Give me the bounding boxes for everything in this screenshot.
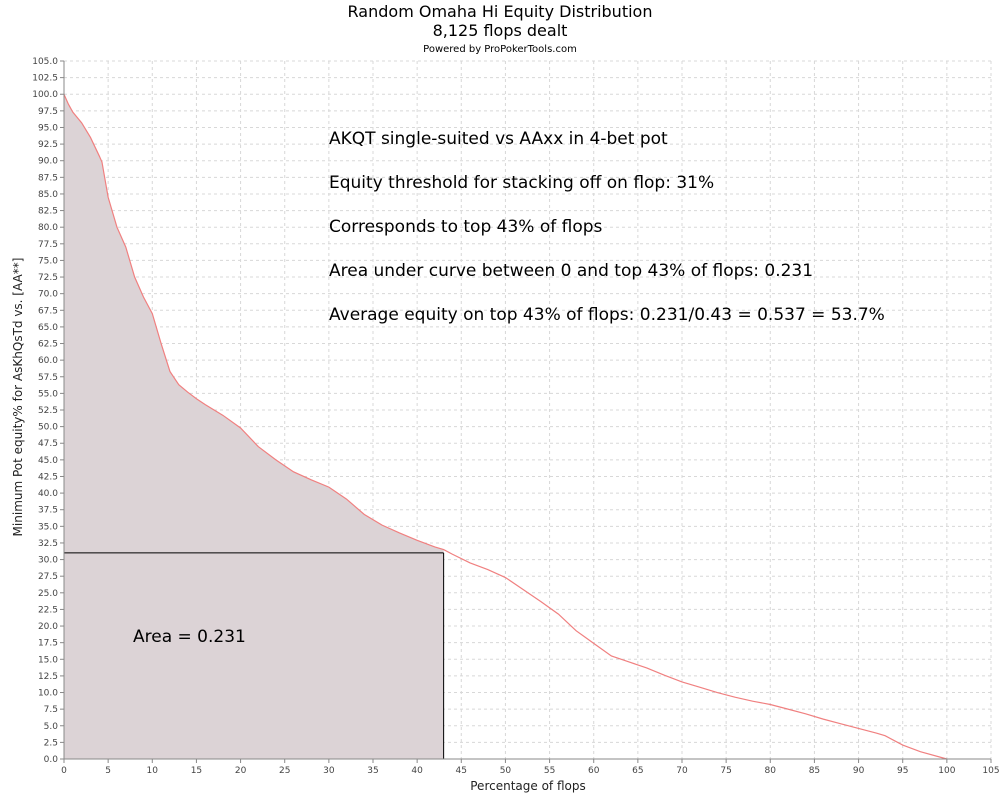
x-tick-label: 90 bbox=[853, 766, 865, 776]
y-tick-label: 30.0 bbox=[38, 556, 58, 566]
y-tick-label: 92.5 bbox=[38, 140, 58, 150]
y-tick-label: 95.0 bbox=[38, 123, 58, 133]
y-tick-label: 27.5 bbox=[38, 572, 58, 582]
y-tick-label: 72.5 bbox=[38, 273, 58, 283]
y-tick-layer: 0.0 2.5 5.0 7.5 10.0 12.5 15.0 17.5 20.0 22.5 25.0… bbox=[32, 57, 64, 765]
y-tick-label: 7.5 bbox=[44, 705, 58, 715]
chart-credit: Powered by ProPokerTools.com bbox=[423, 44, 577, 55]
x-tick-label: 60 bbox=[588, 766, 600, 776]
y-tick-label: 97.5 bbox=[38, 107, 58, 117]
x-tick-label: 50 bbox=[500, 766, 512, 776]
annotation-area: Area under curve between 0 and top 43% o… bbox=[329, 261, 813, 281]
y-tick-label: 105.0 bbox=[32, 57, 58, 67]
y-tick-label: 102.5 bbox=[32, 74, 58, 84]
x-tick-label: 55 bbox=[544, 766, 555, 776]
equity-curve-line bbox=[63, 93, 948, 760]
annotation-threshold: Equity threshold for stacking off on flo… bbox=[329, 173, 714, 193]
y-tick-label: 65.0 bbox=[38, 323, 58, 333]
x-tick-label: 45 bbox=[456, 766, 467, 776]
x-axis-label: Percentage of flops bbox=[470, 779, 585, 793]
x-tick-label: 30 bbox=[323, 766, 335, 776]
x-tick-label: 35 bbox=[367, 766, 378, 776]
area-layer bbox=[64, 94, 444, 760]
x-tick-label: 70 bbox=[676, 766, 688, 776]
x-tick-label: 5 bbox=[105, 766, 111, 776]
y-tick-label: 0.0 bbox=[44, 755, 59, 765]
y-tick-label: 55.0 bbox=[38, 389, 58, 399]
y-tick-label: 75.0 bbox=[38, 256, 58, 266]
y-tick-label: 60.0 bbox=[38, 356, 58, 366]
y-tick-label: 2.5 bbox=[44, 738, 58, 748]
y-tick-label: 45.0 bbox=[38, 456, 58, 466]
y-tick-label: 12.5 bbox=[38, 672, 58, 682]
x-tick-label: 15 bbox=[191, 766, 202, 776]
annotation-top-flops: Corresponds to top 43% of flops bbox=[329, 217, 603, 237]
area-label: Area = 0.231 bbox=[133, 627, 246, 647]
y-tick-label: 67.5 bbox=[38, 306, 58, 316]
y-tick-label: 35.0 bbox=[38, 522, 58, 532]
x-tick-label: 10 bbox=[147, 766, 159, 776]
y-tick-label: 40.0 bbox=[38, 489, 58, 499]
y-tick-label: 32.5 bbox=[38, 539, 58, 549]
y-tick-label: 82.5 bbox=[38, 207, 58, 217]
y-tick-label: 70.0 bbox=[38, 290, 58, 300]
y-tick-label: 15.0 bbox=[38, 655, 58, 665]
line-layer bbox=[63, 93, 948, 760]
x-tick-layer: 0 5 10 15 20 25 30 35 40 45 50 55 60 65 70 75 80 85 90 95 10… bbox=[61, 759, 1000, 776]
annotation-average: Average equity on top 43% of flops: 0.23… bbox=[329, 305, 885, 325]
x-tick-label: 100 bbox=[938, 766, 955, 776]
y-tick-label: 37.5 bbox=[38, 506, 58, 516]
x-tick-label: 65 bbox=[632, 766, 643, 776]
y-tick-label: 87.5 bbox=[38, 173, 58, 183]
x-tick-label: 85 bbox=[809, 766, 820, 776]
y-tick-label: 20.0 bbox=[38, 622, 58, 632]
x-tick-label: 0 bbox=[61, 766, 67, 776]
y-tick-label: 80.0 bbox=[38, 223, 58, 233]
y-tick-label: 22.5 bbox=[38, 605, 58, 615]
y-tick-label: 5.0 bbox=[44, 722, 59, 732]
y-tick-label: 85.0 bbox=[38, 190, 58, 200]
y-tick-label: 47.5 bbox=[38, 439, 58, 449]
y-tick-label: 42.5 bbox=[38, 472, 58, 482]
chart-title: Random Omaha Hi Equity Distribution bbox=[348, 2, 653, 21]
x-tick-label: 40 bbox=[411, 766, 423, 776]
y-tick-label: 25.0 bbox=[38, 589, 58, 599]
grid-layer bbox=[64, 60, 992, 759]
y-tick-label: 50.0 bbox=[38, 423, 58, 433]
y-tick-label: 17.5 bbox=[38, 639, 58, 649]
y-tick-label: 100.0 bbox=[32, 90, 58, 100]
x-tick-label: 105 bbox=[982, 766, 999, 776]
y-tick-label: 10.0 bbox=[38, 689, 58, 699]
x-tick-label: 80 bbox=[765, 766, 777, 776]
x-tick-label: 95 bbox=[897, 766, 908, 776]
y-tick-label: 52.5 bbox=[38, 406, 58, 416]
y-axis-label: Minimum Pot equity% for AsKhQsTd vs. [AA… bbox=[11, 258, 25, 537]
y-tick-label: 62.5 bbox=[38, 340, 58, 350]
x-tick-label: 20 bbox=[235, 766, 247, 776]
annotation-matchup: AKQT single-suited vs AAxx in 4-bet pot bbox=[329, 129, 668, 149]
y-tick-label: 77.5 bbox=[38, 240, 58, 250]
y-tick-label: 57.5 bbox=[38, 373, 58, 383]
x-tick-label: 75 bbox=[720, 766, 731, 776]
area-fill bbox=[64, 94, 444, 760]
chart-subtitle: 8,125 flops dealt bbox=[433, 21, 568, 40]
y-tick-label: 90.0 bbox=[38, 157, 58, 167]
x-tick-label: 25 bbox=[279, 766, 290, 776]
